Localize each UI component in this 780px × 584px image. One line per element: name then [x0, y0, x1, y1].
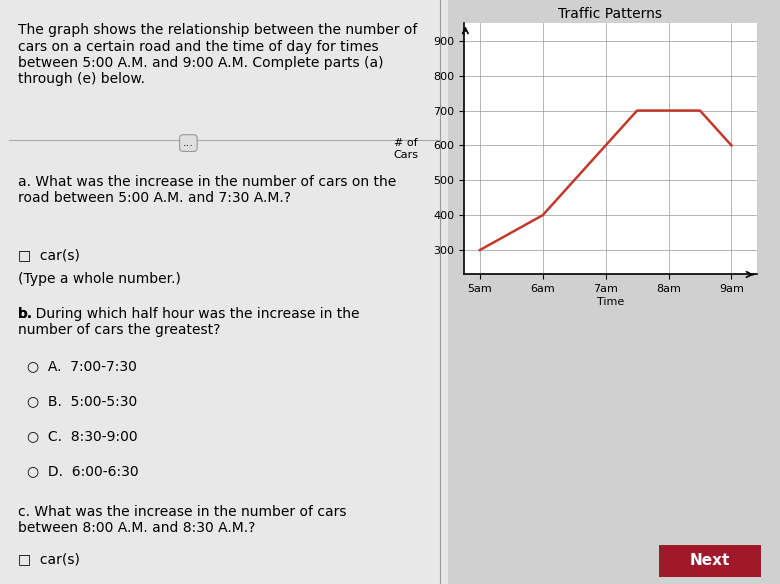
Text: Next: Next [690, 554, 730, 568]
Text: (Type a whole number.): (Type a whole number.) [18, 272, 181, 286]
Text: ○  D.  6:00-6:30: ○ D. 6:00-6:30 [27, 464, 139, 478]
Text: b. During which half hour was the increase in the
number of cars the greatest?: b. During which half hour was the increa… [18, 307, 360, 337]
Text: ...: ... [183, 138, 193, 148]
Y-axis label: # of
Cars: # of Cars [393, 138, 418, 159]
Text: b.: b. [18, 307, 33, 321]
Title: Traffic Patterns: Traffic Patterns [558, 7, 662, 21]
Text: □  car(s): □ car(s) [18, 248, 80, 262]
Text: The graph shows the relationship between the number of
cars on a certain road an: The graph shows the relationship between… [18, 23, 417, 86]
Text: a. What was the increase in the number of cars on the
road between 5:00 A.M. and: a. What was the increase in the number o… [18, 175, 396, 206]
Text: c. What was the increase in the number of cars
between 8:00 A.M. and 8:30 A.M.?: c. What was the increase in the number o… [18, 505, 346, 536]
X-axis label: Time: Time [597, 297, 624, 307]
Text: ○  B.  5:00-5:30: ○ B. 5:00-5:30 [27, 394, 137, 408]
Text: ○  C.  8:30-9:00: ○ C. 8:30-9:00 [27, 429, 137, 443]
Text: ○  A.  7:00-7:30: ○ A. 7:00-7:30 [27, 359, 136, 373]
Text: □  car(s): □ car(s) [18, 552, 80, 566]
